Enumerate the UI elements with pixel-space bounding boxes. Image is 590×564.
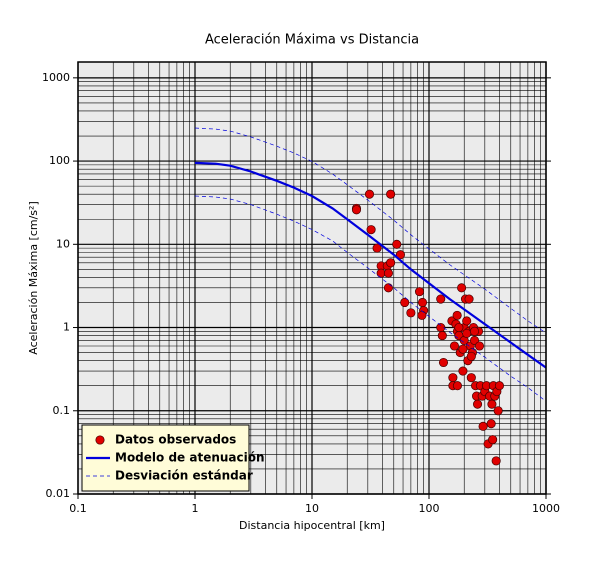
- data-point: [406, 308, 416, 318]
- data-point: [448, 373, 458, 383]
- data-point: [493, 406, 503, 416]
- data-point: [417, 297, 428, 308]
- data-point: [351, 205, 362, 215]
- y-axis-label: Aceleración Máxima [cm/s²]: [27, 201, 40, 354]
- grid: [77, 62, 547, 495]
- legend: Datos observados Modelo de atenuación Desv…: [81, 424, 265, 492]
- data-point: [417, 310, 427, 320]
- y-tick-label: 10: [56, 237, 70, 250]
- data-point: [364, 189, 375, 199]
- data-point: [454, 322, 464, 333]
- data-point: [366, 225, 376, 235]
- deviation-line: [194, 127, 547, 334]
- data-point: [437, 331, 447, 341]
- model-line: [194, 161, 547, 369]
- data-point: [462, 316, 472, 326]
- y-tick-label: 1000: [42, 71, 70, 84]
- data-point: [372, 243, 382, 253]
- data-point: [458, 344, 468, 354]
- data-point: [462, 328, 472, 338]
- data-point: [486, 419, 496, 429]
- data-point: [438, 357, 449, 368]
- data-point: [449, 341, 459, 351]
- data-point: [392, 239, 402, 249]
- data-point: [400, 297, 410, 308]
- x-tick-label: 10: [305, 502, 319, 515]
- x-axis-label: Distancia hipocentral [km]: [239, 519, 385, 532]
- data-point: [494, 381, 504, 391]
- legend-label: Desviación estándar: [115, 469, 253, 483]
- y-tick-label: 100: [49, 154, 70, 167]
- x-tick-label: 1000: [532, 502, 560, 515]
- data-point: [469, 326, 480, 336]
- data-point: [383, 283, 393, 293]
- legend-label: Datos observados: [115, 433, 236, 447]
- data-point: [474, 341, 485, 351]
- y-tick-label: 1: [63, 321, 70, 334]
- marks: [194, 127, 547, 466]
- data-point: [466, 351, 476, 361]
- data-point: [466, 373, 476, 383]
- y-tick-label: 0.1: [53, 404, 71, 417]
- data-point: [436, 294, 446, 304]
- data-point: [487, 399, 497, 409]
- data-point: [383, 268, 393, 278]
- chart-title: Aceleración Máxima vs Distancia: [205, 33, 419, 48]
- data-point: [414, 287, 425, 297]
- data-point: [395, 250, 405, 260]
- x-tick-label: 0.1: [69, 502, 87, 515]
- data-point: [458, 366, 468, 376]
- data-point: [478, 421, 488, 431]
- data-point: [488, 435, 498, 445]
- data-point: [464, 294, 474, 304]
- legend-symbol: [95, 435, 105, 445]
- data-point: [386, 258, 396, 268]
- data-point: [452, 381, 462, 391]
- y-tick-label: 0.01: [46, 487, 71, 500]
- deviation-line: [194, 195, 547, 402]
- legend-label: Modelo de atenuación: [115, 451, 265, 465]
- x-tick-label: 100: [419, 502, 440, 515]
- data-point: [452, 310, 462, 320]
- data-point: [457, 283, 467, 293]
- data-point: [386, 189, 396, 199]
- data-point: [491, 456, 501, 466]
- data-point: [473, 399, 483, 409]
- x-tick-label: 1: [192, 502, 199, 515]
